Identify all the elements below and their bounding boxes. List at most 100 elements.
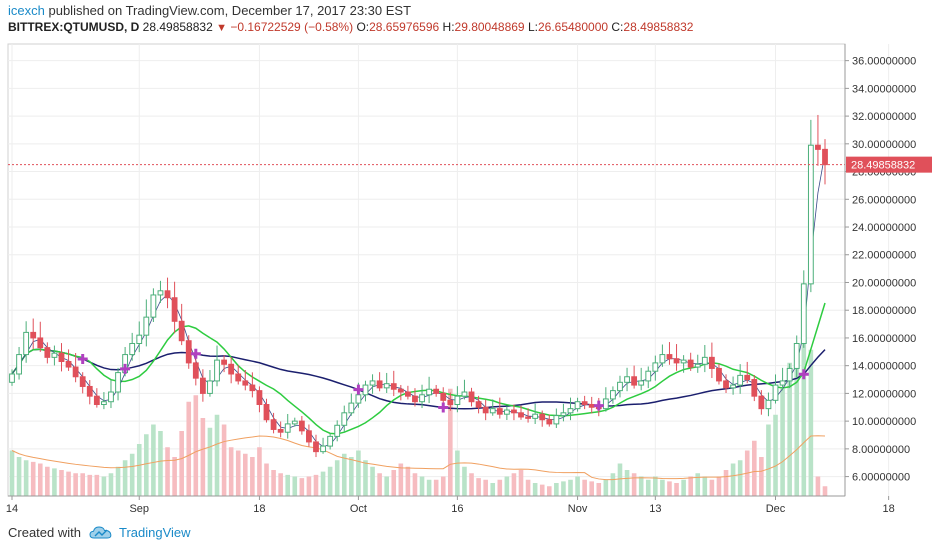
volume-bar — [532, 483, 538, 496]
volume-bar — [285, 474, 291, 496]
candle-body — [313, 441, 319, 453]
volume-bar — [292, 476, 298, 496]
volume-bar — [476, 478, 481, 496]
candle-body — [51, 352, 58, 358]
candle-body — [680, 359, 687, 364]
candle-body — [631, 376, 638, 386]
volume-bar — [52, 468, 57, 496]
volume-bar — [660, 479, 665, 496]
candle-body — [482, 406, 489, 414]
y-tick-label: 6.00000000 — [852, 472, 910, 484]
x-tick-label: 13 — [649, 503, 661, 515]
volume-bar — [257, 447, 262, 496]
candle-body — [242, 380, 249, 386]
candle-body — [306, 430, 312, 443]
candle-body — [16, 354, 22, 375]
candle-body — [412, 395, 418, 403]
candle-body — [249, 384, 256, 392]
candle-body — [546, 419, 553, 425]
candle-body — [701, 356, 708, 365]
x-tick-label: Dec — [766, 503, 786, 515]
cross-marker — [190, 348, 201, 359]
volume-bar — [129, 453, 135, 496]
candle-body — [723, 380, 729, 389]
candle-body — [214, 359, 220, 382]
volume-bar — [59, 470, 64, 496]
volume-bar — [787, 362, 792, 496]
volume-bar — [575, 476, 580, 496]
high-label: H: — [442, 20, 455, 34]
cross-marker — [77, 353, 88, 364]
candle-body — [397, 388, 404, 393]
candle-body — [221, 359, 227, 365]
volume-bar — [327, 466, 333, 496]
candle-body — [447, 399, 454, 405]
candle-body — [687, 359, 694, 368]
candle-body — [560, 412, 567, 417]
tradingview-brand-link[interactable]: TradingView — [118, 525, 191, 540]
y-tick-label: 24.00000000 — [852, 222, 916, 234]
volume-bar — [73, 473, 78, 496]
candle-body — [489, 408, 496, 414]
candle-body — [164, 290, 171, 299]
volume-bar — [349, 457, 354, 496]
author-link[interactable]: icexch — [8, 3, 45, 18]
volume-bar — [313, 474, 319, 496]
candle-body — [708, 356, 715, 369]
candle-body — [108, 391, 114, 403]
candle-body — [574, 401, 581, 410]
candle-body — [779, 380, 786, 386]
candle-body — [136, 334, 143, 344]
volume-ma-line — [11, 435, 826, 481]
volume-bar — [299, 478, 305, 496]
volume-bar — [144, 434, 149, 496]
candle-body — [369, 380, 376, 386]
volume-bar — [610, 473, 616, 496]
candle-body — [454, 395, 461, 405]
volume-bar — [631, 473, 637, 496]
volume-bar — [582, 479, 587, 496]
slow-ma-line — [11, 348, 826, 410]
x-tick-label: 18 — [883, 503, 895, 515]
volume-bar — [207, 427, 213, 496]
volume-bar — [250, 457, 255, 496]
volume-bar — [596, 483, 602, 496]
volume-bar — [617, 463, 623, 496]
candle-body — [659, 354, 666, 364]
publish-line: icexch published on TradingView.com, Dec… — [8, 3, 411, 18]
volume-bar — [709, 479, 715, 496]
candle-body — [327, 435, 334, 447]
candle-body — [666, 354, 673, 360]
candle-body — [86, 385, 93, 397]
candle-body — [23, 331, 30, 356]
price-chart[interactable]: 36.00000000 34.00000000 32.00000000 30.0000… — [0, 40, 932, 520]
x-axis[interactable]: 14 Sep 18 Oct 16 Nov 13 Dec 18 — [6, 495, 895, 515]
low-value: 26.65480000 — [537, 20, 609, 34]
volume-bar — [23, 460, 29, 496]
candle-body — [807, 144, 814, 285]
volume-bar — [462, 466, 467, 496]
candle-body — [751, 379, 758, 397]
candle-body — [72, 366, 79, 378]
candle-body — [79, 376, 86, 387]
candle-body — [694, 363, 701, 368]
candle-body — [37, 337, 44, 349]
candle-body — [602, 398, 609, 410]
candle-body — [291, 420, 298, 425]
volume-bar — [773, 414, 778, 496]
candle-body — [793, 342, 800, 369]
candle-body — [383, 383, 390, 389]
volume-bar — [730, 463, 736, 496]
y-axis[interactable]: 36.00000000 34.00000000 32.00000000 30.0000… — [844, 44, 932, 496]
candle-body — [256, 390, 263, 405]
y-tick-label: 12.00000000 — [852, 388, 916, 400]
volume-bar — [9, 450, 15, 496]
volume-bar — [448, 388, 453, 496]
x-tick-label: Oct — [350, 503, 367, 515]
footer: Created with TradingView — [8, 525, 191, 540]
volume-bar — [674, 483, 679, 496]
tradingview-cloud-icon — [89, 525, 112, 538]
volume-bar — [469, 473, 474, 496]
symbol-label: BITTREX:QTUMUSD, D — [8, 20, 140, 34]
cross-marker — [438, 402, 449, 413]
